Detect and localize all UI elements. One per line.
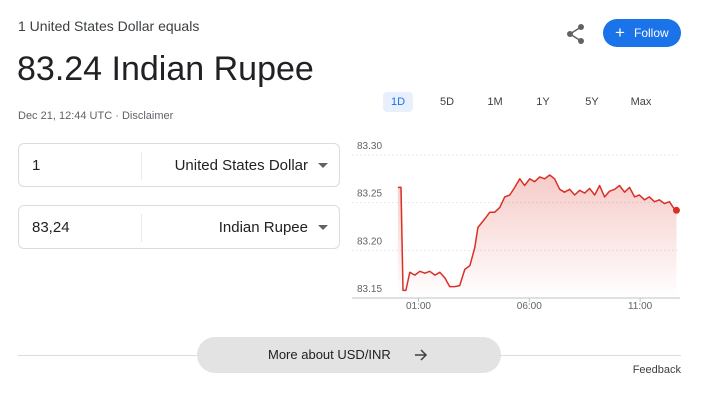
dropdown-arrow — [318, 225, 328, 230]
range-tab[interactable]: 5D — [439, 96, 455, 108]
y-tick-label: 83.25 — [357, 189, 382, 200]
range-tab[interactable]: 1Y — [536, 96, 550, 108]
amount-input[interactable]: 1 — [32, 157, 41, 174]
timestamp: Dec 21, 12:44 UTC — [18, 110, 113, 122]
range-tab[interactable]: 5Y — [585, 96, 599, 108]
share-icon[interactable] — [565, 23, 587, 45]
dropdown-arrow — [318, 163, 328, 168]
range-tab[interactable]: 1D — [383, 92, 413, 112]
y-tick-label: 83.20 — [357, 236, 382, 247]
more-label: More about USD/INR — [268, 347, 391, 362]
feedback-link[interactable]: Feedback — [632, 364, 681, 376]
x-tick-label: 01:00 — [406, 301, 431, 312]
separator: · — [115, 110, 119, 122]
more-button[interactable]: More about USD/INR — [197, 337, 501, 373]
converter-row: 83,24 Indian Rupee — [18, 205, 340, 249]
area-fill — [397, 175, 677, 298]
arrow-icon — [415, 349, 428, 361]
y-tick-label: 83.15 — [357, 284, 382, 295]
chart: 83.30 83.25 83.20 83.15 01:00 06:00 11:00 — [352, 141, 680, 312]
follow-button[interactable]: + Follow — [603, 19, 681, 47]
follow-label: Follow — [634, 26, 669, 40]
plus-icon: + — [615, 23, 625, 42]
rate-title: 83.24 Indian Rupee — [17, 50, 314, 88]
x-tick-label: 11:00 — [628, 301, 653, 312]
currency-select[interactable]: United States Dollar — [174, 157, 308, 174]
converter-row: 1 United States Dollar — [18, 143, 340, 187]
y-tick-label: 83.30 — [357, 141, 382, 152]
range-tab[interactable]: Max — [630, 96, 652, 108]
range-tab[interactable]: 1M — [487, 96, 503, 108]
timestamp-line: Dec 21, 12:44 UTC · Disclaimer — [18, 110, 173, 122]
x-tick-label: 06:00 — [517, 301, 542, 312]
price-line — [397, 174, 677, 292]
subtitle: 1 United States Dollar equals — [18, 18, 200, 34]
last-point — [672, 206, 680, 214]
amount-input[interactable]: 83,24 — [32, 219, 70, 236]
disclaimer-link[interactable]: Disclaimer — [121, 110, 174, 122]
currency-select[interactable]: Indian Rupee — [218, 219, 308, 236]
